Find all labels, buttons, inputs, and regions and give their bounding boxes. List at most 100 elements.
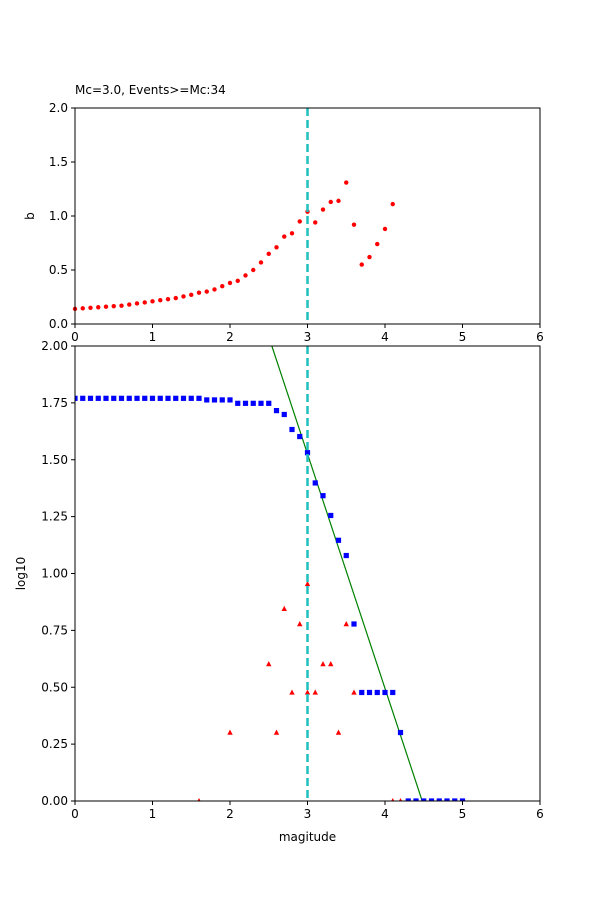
b-value-point xyxy=(111,303,116,309)
y-tick-label: 1.50 xyxy=(41,453,68,467)
cumulative-count-point xyxy=(343,552,349,559)
b-value-point xyxy=(266,251,271,256)
cumulative-count-point xyxy=(281,411,287,418)
cumulative-count-point xyxy=(320,493,326,499)
b-value-point xyxy=(297,219,302,224)
x-tick-label: 1 xyxy=(149,330,157,344)
b-value-point xyxy=(382,226,388,232)
b-value-point xyxy=(181,294,186,299)
frequency-magnitude-panel: 0 1 2 3 4 5 6 0.00 0.25 0.50 0.75 1.00 1.25 1.50 1.75… xyxy=(14,339,544,844)
b-value-point xyxy=(212,287,217,292)
cumulative-count-point xyxy=(157,395,163,401)
b-value-point xyxy=(390,201,395,207)
b-value-point xyxy=(96,305,101,310)
cumulative-count-point xyxy=(75,395,78,401)
y-axis-ticks: 0.0 0.5 1.0 1.5 2.0 xyxy=(49,101,75,331)
cumulative-count-point xyxy=(351,621,357,627)
cumulative-count-point xyxy=(134,395,140,401)
cumulative-count-point xyxy=(211,397,218,403)
b-value-point xyxy=(320,207,326,212)
b-value-point xyxy=(235,278,240,283)
cumulative-count-point xyxy=(328,512,334,519)
incremental-count-point xyxy=(289,689,295,695)
y-axis-ticks: 0.00 0.25 0.50 0.75 1.00 1.25 1.50 1.75 2.00 xyxy=(41,339,75,808)
cumulative-count-point xyxy=(87,395,94,401)
b-value-point xyxy=(282,234,287,239)
cumulative-count-point xyxy=(204,397,210,403)
cumulative-count-point xyxy=(452,798,458,801)
cumulative-count-point xyxy=(297,433,303,440)
incremental-count-point xyxy=(335,729,342,735)
x-axis-ticks: 0 1 2 3 4 5 6 xyxy=(71,801,544,821)
x-tick-label: 0 xyxy=(71,330,79,344)
y-tick-label: 1.00 xyxy=(41,567,68,581)
b-value-point xyxy=(251,267,256,273)
cumulative-count-point xyxy=(266,400,272,406)
y-tick-label: 1.25 xyxy=(41,510,68,524)
incremental-count-point xyxy=(343,621,349,627)
incremental-count-point xyxy=(328,661,334,667)
y-tick-label: 1.75 xyxy=(41,396,68,410)
b-value-point xyxy=(119,303,124,308)
x-tick-label: 2 xyxy=(226,807,234,821)
cumulative-count-point xyxy=(312,480,318,486)
y-tick-label: 2.00 xyxy=(41,339,68,353)
cumulative-count-point xyxy=(444,798,450,801)
b-value-point xyxy=(189,292,194,298)
cumulative-count-point xyxy=(149,395,156,401)
y-tick-label: 2.0 xyxy=(49,101,68,115)
cumulative-count-point xyxy=(242,400,249,406)
y-tick-label: 0.0 xyxy=(49,317,68,331)
cumulative-count-point xyxy=(126,395,132,401)
incremental-count-point xyxy=(312,689,318,695)
cumulative-count-point xyxy=(173,395,179,401)
b-value-point xyxy=(351,222,357,227)
x-tick-label: 3 xyxy=(304,807,312,821)
x-tick-label: 5 xyxy=(459,330,467,344)
chart-title: Mc=3.0, Events>=Mc:34 xyxy=(75,83,226,97)
incremental-count-point xyxy=(320,661,326,667)
x-tick-label: 6 xyxy=(536,330,544,344)
cumulative-count-point xyxy=(111,395,117,401)
cumulative-count-point xyxy=(359,689,365,696)
x-tick-label: 6 xyxy=(536,807,544,821)
cumulative-count-point xyxy=(219,397,225,403)
gr-fit-line xyxy=(271,346,423,801)
x-axis-label: magitude xyxy=(279,830,336,844)
y-tick-label: 1.0 xyxy=(49,209,68,223)
x-axis-ticks: 0 1 2 3 4 5 6 xyxy=(71,324,544,344)
b-value-point xyxy=(243,273,248,278)
cumulative-count-point xyxy=(180,395,187,401)
cumulative-count-point xyxy=(335,537,342,543)
x-tick-label: 0 xyxy=(71,807,79,821)
y-tick-label: 0.75 xyxy=(41,623,68,637)
b-value-point xyxy=(204,289,209,294)
incremental-count-point xyxy=(197,798,201,801)
cumulative-count-point xyxy=(258,400,264,406)
incremental-count-point xyxy=(304,580,311,587)
x-tick-label: 3 xyxy=(304,330,312,344)
x-tick-label: 4 xyxy=(381,330,389,344)
cumulative-count-point xyxy=(80,395,86,401)
cumulative-count-point xyxy=(390,689,396,696)
incremental-count-point xyxy=(273,729,280,735)
x-tick-label: 5 xyxy=(459,807,467,821)
b-value-point xyxy=(165,296,171,302)
b-value-point xyxy=(344,180,349,185)
b-value-point xyxy=(328,199,333,205)
cumulative-count-point xyxy=(405,798,411,801)
b-value-point xyxy=(258,260,264,265)
x-tick-label: 2 xyxy=(226,330,234,344)
cumulative-count-point xyxy=(235,400,241,406)
cumulative-count-point xyxy=(273,408,280,414)
b-value-point xyxy=(134,301,140,306)
b-value-panel: Mc=3.0, Events>=Mc:34 0 1 2 3 4 5 6 0.0 0.5 1.0 1… xyxy=(23,83,544,344)
cumulative-count-point xyxy=(142,395,148,401)
cumulative-count-point xyxy=(103,395,109,401)
cumulative-count-point xyxy=(382,689,388,696)
b-value-point xyxy=(150,299,155,304)
b-value-points xyxy=(72,180,395,312)
b-value-point xyxy=(274,245,279,250)
cumulative-count-point xyxy=(413,798,419,801)
b-value-point xyxy=(173,295,178,301)
